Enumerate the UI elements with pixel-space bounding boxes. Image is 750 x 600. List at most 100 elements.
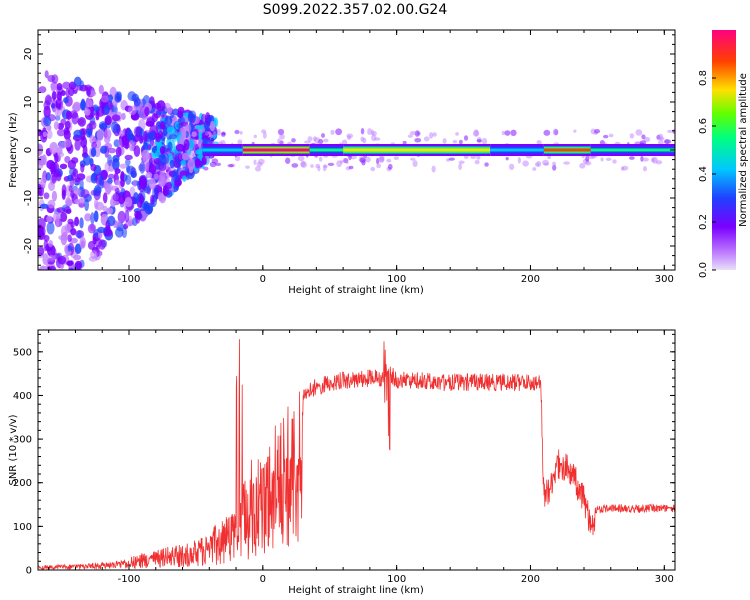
spectrogram-blob [143, 130, 148, 143]
spectrogram-blob [103, 228, 113, 237]
spectrogram-blob [124, 209, 130, 223]
spectrogram-blob [74, 216, 80, 227]
spectrogram-blob [62, 81, 71, 90]
spectrogram-blob [74, 260, 83, 270]
spectrogram-blob [195, 124, 204, 130]
spectrogram-faint-blob [431, 165, 436, 173]
spectrogram-y-tick-label: 0 [23, 147, 34, 153]
ridge-core [490, 148, 544, 152]
spectrogram-x-tick-label: 300 [655, 274, 674, 285]
spectrogram-blob [41, 154, 47, 166]
spectrogram-blob [124, 154, 133, 160]
snr-series-line [38, 339, 675, 570]
spectrogram-blob [133, 97, 141, 107]
spectrogram-faint-blob [304, 140, 311, 144]
spectrogram-blob [144, 106, 150, 117]
spectrogram-faint-blob [234, 129, 240, 135]
spectrogram-faint-blob [322, 164, 327, 172]
spectrogram-faint-blob [346, 133, 354, 139]
spectrogram-blob [53, 280, 62, 287]
spectrogram-faint-blob [257, 158, 265, 165]
snr-plot-area [38, 339, 675, 570]
spectrogram-faint-blob [367, 128, 372, 135]
spectrogram-blob [138, 134, 144, 144]
spectrogram-blob [139, 194, 144, 205]
spectrogram-blob [55, 97, 64, 111]
spectrogram-blob [133, 192, 139, 205]
spectrogram-faint-blob [481, 137, 488, 145]
spectrogram-blob [125, 164, 131, 173]
spectrogram-faint-blob [317, 166, 321, 172]
spectrogram-faint-blob [237, 139, 243, 145]
spectrogram-blob [98, 239, 106, 250]
spectrogram-faint-blob [667, 129, 673, 134]
spectrogram-blob [187, 110, 194, 123]
spectrogram-blob [114, 179, 121, 186]
spectrogram-faint-blob [458, 160, 465, 164]
spectrogram-faint-blob [291, 163, 299, 168]
spectrogram-faint-blob [227, 163, 234, 168]
spectrogram-faint-blob [643, 136, 651, 143]
ridge-core [590, 148, 675, 152]
spectrogram-blob [91, 141, 97, 150]
spectrogram-faint-blob [655, 160, 663, 165]
spectrogram-blob [180, 159, 186, 166]
spectrogram-blob [71, 157, 79, 164]
spectrogram-blob [70, 228, 77, 236]
colorbar-gradient [712, 30, 736, 270]
spectrogram-blob [79, 80, 85, 88]
spectrogram-blob [40, 289, 44, 301]
spectrogram-faint-blob [579, 162, 586, 169]
spectrogram-blob [138, 176, 148, 190]
spectrogram-blob [74, 177, 81, 183]
spectrogram-blob [64, 155, 71, 164]
spectrogram-blob [147, 132, 157, 140]
spectrogram-faint-blob [345, 159, 349, 165]
spectrogram-blob [38, 291, 45, 299]
spectrogram-blob [134, 210, 142, 219]
snr-y-tick-label: 100 [13, 522, 32, 533]
spectrogram-faint-blob [318, 156, 323, 162]
spectrogram-blob [146, 144, 152, 150]
spectrogram-blob [65, 110, 72, 120]
spectrogram-faint-blob [476, 155, 481, 160]
spectrogram-blob [148, 157, 156, 167]
spectrogram-blob [184, 124, 192, 134]
spectrogram-blob [127, 91, 137, 102]
spectrogram-blob [49, 141, 59, 155]
spectrogram-faint-blob [376, 163, 382, 169]
spectrogram-blob [112, 154, 120, 163]
spectrogram-blob [153, 173, 159, 180]
spectrogram-blob [64, 245, 69, 254]
snr-panel: -100 0 100 200 300 0 100 200 300 400 500 Height o… [8, 329, 676, 596]
spectrogram-blob [55, 115, 61, 121]
spectrogram-blob [51, 174, 57, 184]
spectrogram-blob [97, 226, 106, 234]
snr-y-tick-label: 0 [26, 566, 32, 577]
spectrogram-blob [93, 210, 99, 223]
spectrogram-blob [96, 128, 104, 141]
spectrogram-blob [70, 172, 77, 181]
spectrogram-blob [67, 234, 72, 243]
spectrogram-blob [84, 108, 91, 116]
spectrogram-blob [43, 192, 50, 200]
spectrogram-blob [54, 107, 59, 117]
spectrogram-blob [48, 254, 56, 261]
spectrogram-blob [87, 223, 96, 234]
spectrogram-faint-blob [262, 132, 267, 139]
spectrogram-blob [93, 199, 99, 210]
spectrogram-blob [175, 143, 185, 152]
spectrogram-faint-blob [605, 157, 612, 162]
spectrogram-faint-blob [203, 166, 209, 171]
spectrogram-faint-blob [360, 127, 365, 135]
spectrogram-blob [125, 158, 131, 166]
spectrogram-blob [58, 276, 67, 285]
spectrogram-blob [90, 163, 97, 172]
spectrogram-blob [38, 217, 46, 231]
spectrogram-blob [38, 183, 43, 196]
spectrogram-blob [107, 173, 115, 179]
spectrogram-blob [70, 221, 75, 229]
spectrogram-faint-blob [585, 155, 590, 163]
spectrogram-blob [154, 132, 160, 142]
spectrogram-blob [187, 158, 196, 170]
